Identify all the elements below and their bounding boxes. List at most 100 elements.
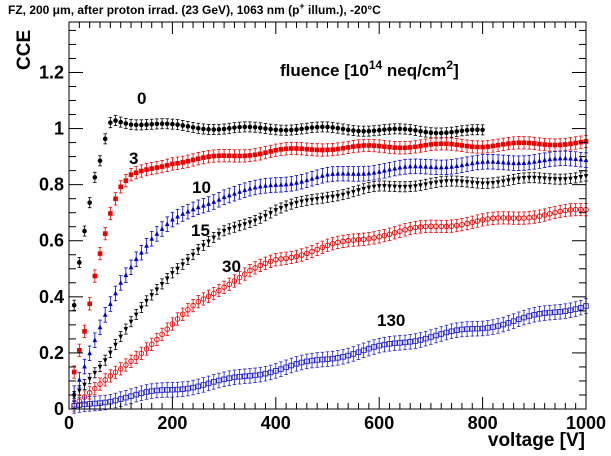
data-point: [169, 321, 176, 327]
data-point: [428, 181, 434, 187]
data-point: [532, 158, 537, 164]
data-point: [448, 223, 455, 229]
data-point: [170, 216, 175, 222]
data-point: [283, 146, 289, 152]
data-point: [428, 164, 434, 169]
data-point: [247, 220, 253, 226]
data-point: [164, 163, 170, 168]
data-point: [552, 177, 558, 182]
data-point: [200, 296, 207, 302]
data-point: [206, 201, 211, 206]
data-point: [402, 145, 408, 151]
x-tick-label: 0: [64, 413, 74, 433]
data-point: [423, 129, 429, 135]
data-point: [413, 184, 418, 190]
y-tick-label: 1.2: [39, 62, 64, 82]
data-point: [87, 301, 92, 307]
data-point: [205, 380, 212, 387]
data-point: [459, 162, 465, 168]
y-tick-label: 0.8: [39, 175, 64, 195]
data-point: [444, 179, 449, 185]
data-point: [128, 172, 134, 177]
data-point: [314, 246, 320, 253]
data-point: [185, 208, 191, 214]
data-point: [154, 336, 160, 343]
data-point: [355, 236, 362, 243]
data-point: [351, 170, 356, 176]
data-point: [485, 144, 491, 149]
data-point: [87, 376, 92, 382]
data-point: [252, 152, 258, 158]
data-point: [154, 165, 160, 170]
data-point: [273, 368, 279, 374]
data-point: [149, 121, 155, 127]
data-point: [521, 215, 527, 221]
data-point: [201, 126, 206, 132]
data-point: [206, 154, 211, 159]
data-point: [490, 324, 496, 330]
data-point: [578, 175, 584, 180]
series-label-0: 0: [137, 89, 146, 108]
data-point: [133, 391, 139, 398]
data-point: [454, 179, 460, 185]
data-point: [299, 126, 304, 132]
data-point: [267, 258, 274, 265]
data-point: [148, 388, 155, 394]
data-point: [547, 142, 553, 148]
data-point: [329, 240, 336, 247]
data-point: [139, 249, 144, 255]
data-point: [433, 130, 439, 136]
data-point: [454, 222, 460, 229]
data-point: [201, 243, 206, 249]
data-point: [552, 142, 558, 148]
data-point: [397, 126, 403, 132]
data-point: [112, 397, 119, 404]
data-point: [397, 164, 403, 170]
data-point: [169, 386, 176, 393]
data-point: [418, 163, 423, 169]
series-15: [71, 170, 589, 402]
data-point: [144, 298, 149, 304]
data-point: [500, 142, 506, 147]
data-point: [335, 193, 341, 199]
data-point: [537, 158, 542, 163]
data-point: [108, 211, 113, 216]
data-point: [521, 160, 527, 165]
data-point: [490, 158, 496, 164]
data-point: [490, 215, 496, 222]
data-point: [174, 316, 181, 322]
data-point: [572, 206, 579, 213]
data-point: [511, 140, 516, 146]
data-point: [149, 293, 155, 298]
data-point: [143, 346, 150, 352]
data-point: [252, 218, 258, 224]
data-point: [113, 342, 118, 348]
data-point: [175, 213, 180, 219]
data-point: [97, 364, 103, 370]
series-0: [71, 115, 485, 311]
data-point: [345, 127, 351, 133]
data-point: [345, 352, 351, 359]
data-point: [97, 158, 103, 164]
data-point: [526, 313, 532, 319]
data-point: [123, 178, 129, 183]
data-point: [366, 235, 372, 242]
data-point: [490, 180, 496, 186]
data-point: [547, 309, 553, 316]
data-point: [123, 327, 129, 332]
data-point: [557, 142, 563, 148]
data-point: [387, 126, 392, 132]
data-point: [464, 143, 470, 149]
data-point: [159, 387, 165, 393]
data-point: [413, 144, 418, 150]
data-point: [149, 235, 155, 241]
data-point: [185, 158, 191, 164]
data-point: [118, 184, 123, 190]
data-point: [376, 143, 382, 149]
data-point: [438, 331, 444, 337]
data-point: [438, 223, 444, 230]
data-point: [552, 209, 558, 216]
data-point: [117, 396, 124, 402]
data-point: [216, 127, 222, 132]
